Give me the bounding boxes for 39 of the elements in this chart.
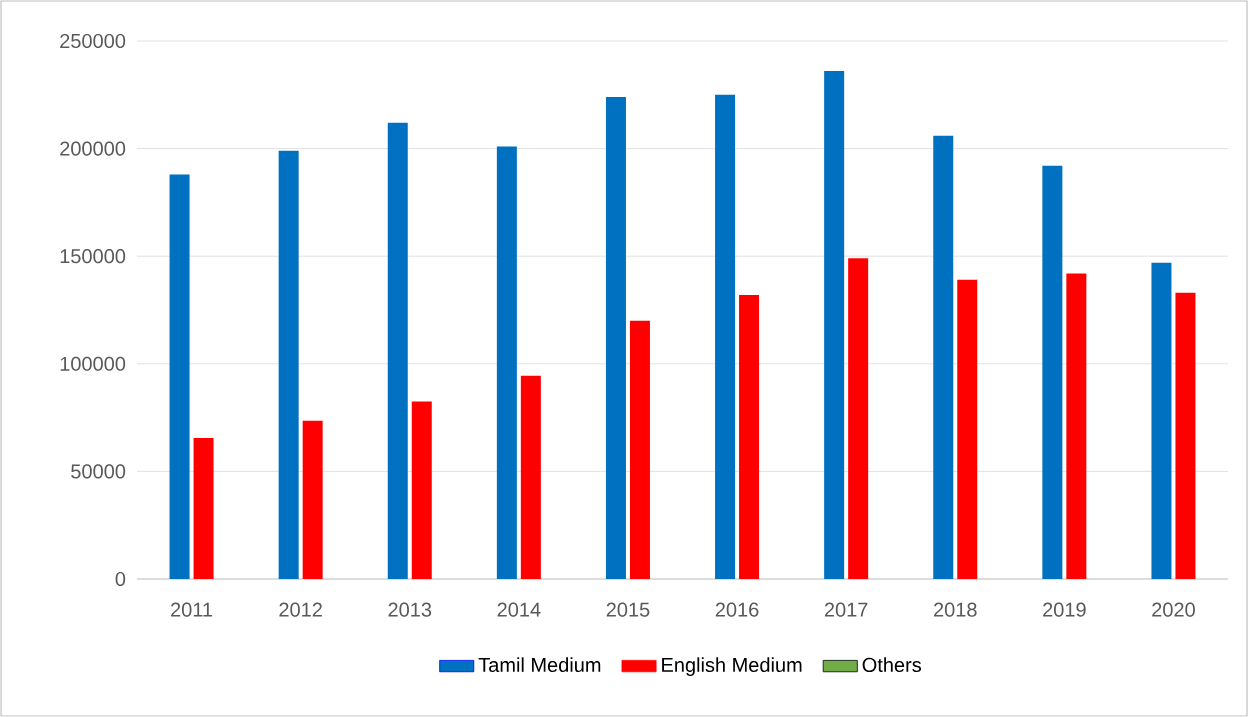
bar [193, 438, 214, 579]
x-tick-label: 2013 [388, 602, 432, 617]
x-tick-label: 2017 [824, 602, 868, 617]
bar [848, 258, 869, 579]
bar [605, 96, 626, 579]
x-tick-label: 2016 [715, 602, 759, 617]
bar [387, 122, 408, 579]
bar [1175, 292, 1196, 579]
bar [1042, 165, 1063, 579]
y-tick-label: 100000 [60, 356, 126, 371]
bar [169, 174, 190, 579]
x-tick-label: 2018 [934, 602, 977, 617]
bar [629, 320, 650, 579]
bar [302, 420, 323, 579]
legend-label: Tamil Medium [478, 657, 601, 673]
bar [957, 279, 978, 579]
bar [824, 71, 845, 579]
x-tick-label: 2019 [1043, 602, 1086, 617]
y-tick-label: 50000 [71, 464, 126, 479]
bar [1151, 262, 1172, 579]
bar [739, 294, 760, 579]
bar [411, 401, 432, 579]
x-tick-label: 2014 [497, 602, 541, 617]
y-tick-label: 150000 [60, 249, 126, 264]
bar [933, 135, 954, 579]
legend-label: Others [862, 657, 922, 673]
x-tick-label: 2015 [606, 602, 650, 617]
x-tick-label: 2012 [279, 602, 322, 617]
y-tick-label: 200000 [60, 141, 126, 156]
y-tick-label: 0 [115, 571, 126, 587]
bar [278, 150, 299, 579]
y-tick-label: 250000 [60, 33, 126, 49]
bar [715, 94, 736, 579]
x-tick-label: 2020 [1152, 602, 1195, 617]
legend-label: English Medium [662, 657, 802, 676]
bar [496, 146, 517, 579]
bar [1066, 273, 1087, 579]
bar [520, 375, 541, 579]
x-tick-label: 2011 [171, 602, 213, 617]
